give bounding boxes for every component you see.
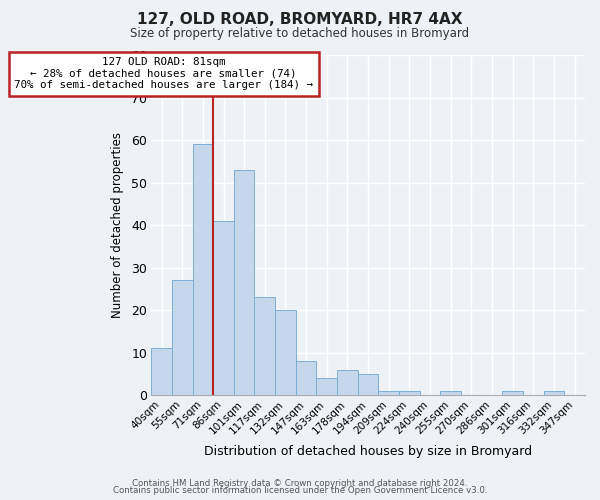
Bar bbox=[151, 348, 172, 395]
X-axis label: Distribution of detached houses by size in Bromyard: Distribution of detached houses by size … bbox=[204, 444, 532, 458]
Bar bbox=[440, 391, 461, 395]
Bar bbox=[234, 170, 254, 395]
Text: Size of property relative to detached houses in Bromyard: Size of property relative to detached ho… bbox=[130, 28, 470, 40]
Bar bbox=[399, 391, 420, 395]
Y-axis label: Number of detached properties: Number of detached properties bbox=[111, 132, 124, 318]
Bar bbox=[213, 221, 234, 395]
Bar bbox=[316, 378, 337, 395]
Bar bbox=[502, 391, 523, 395]
Text: 127, OLD ROAD, BROMYARD, HR7 4AX: 127, OLD ROAD, BROMYARD, HR7 4AX bbox=[137, 12, 463, 28]
Bar bbox=[379, 391, 399, 395]
Bar bbox=[544, 391, 565, 395]
Bar bbox=[275, 310, 296, 395]
Text: Contains HM Land Registry data © Crown copyright and database right 2024.: Contains HM Land Registry data © Crown c… bbox=[132, 478, 468, 488]
Bar bbox=[172, 280, 193, 395]
Bar bbox=[193, 144, 213, 395]
Bar bbox=[254, 298, 275, 395]
Bar bbox=[337, 370, 358, 395]
Bar bbox=[296, 361, 316, 395]
Text: 127 OLD ROAD: 81sqm
← 28% of detached houses are smaller (74)
70% of semi-detach: 127 OLD ROAD: 81sqm ← 28% of detached ho… bbox=[14, 57, 313, 90]
Bar bbox=[358, 374, 379, 395]
Text: Contains public sector information licensed under the Open Government Licence v3: Contains public sector information licen… bbox=[113, 486, 487, 495]
